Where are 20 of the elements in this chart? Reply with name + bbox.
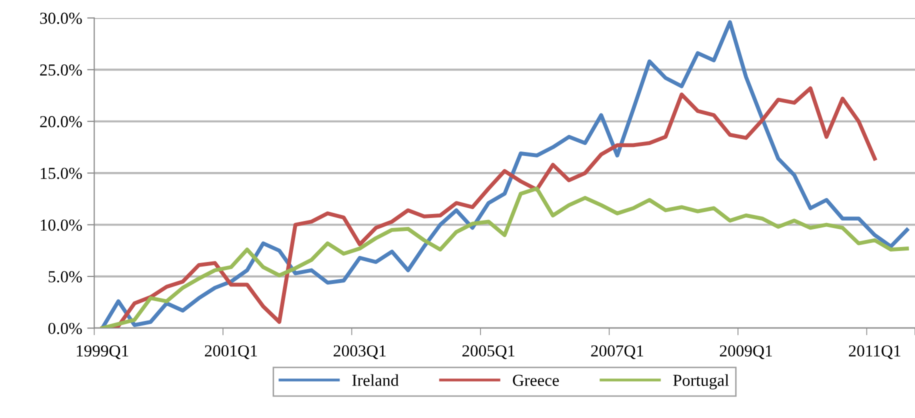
legend-label: Portugal <box>673 374 729 390</box>
line-series <box>100 86 877 328</box>
x-tick-label: 2007Q1 <box>591 345 644 360</box>
x-tick-label: 2005Q1 <box>462 345 514 360</box>
y-tick-label: 15.0% <box>40 168 82 180</box>
x-tick-label: 2001Q1 <box>204 345 257 360</box>
y-tick-label: 25.0% <box>40 64 82 76</box>
y-tick-label: 20.0% <box>40 116 82 128</box>
legend-label: Greece <box>512 374 559 386</box>
x-tick-label: 1999Q1 <box>76 345 128 360</box>
y-tick-label: 5.0% <box>48 271 82 282</box>
x-tick-label: 2003Q1 <box>334 345 386 360</box>
x-tick-label: 2011Q1 <box>848 345 900 360</box>
legend-label: Ireland <box>352 374 399 386</box>
y-tick-label: 0.0% <box>48 322 82 334</box>
x-tick-label: 2009Q1 <box>720 345 772 360</box>
line-series <box>100 20 909 328</box>
y-tick-label: 10.0% <box>40 219 82 231</box>
line-series <box>100 186 909 328</box>
y-tick-label: 30.0% <box>40 12 82 24</box>
